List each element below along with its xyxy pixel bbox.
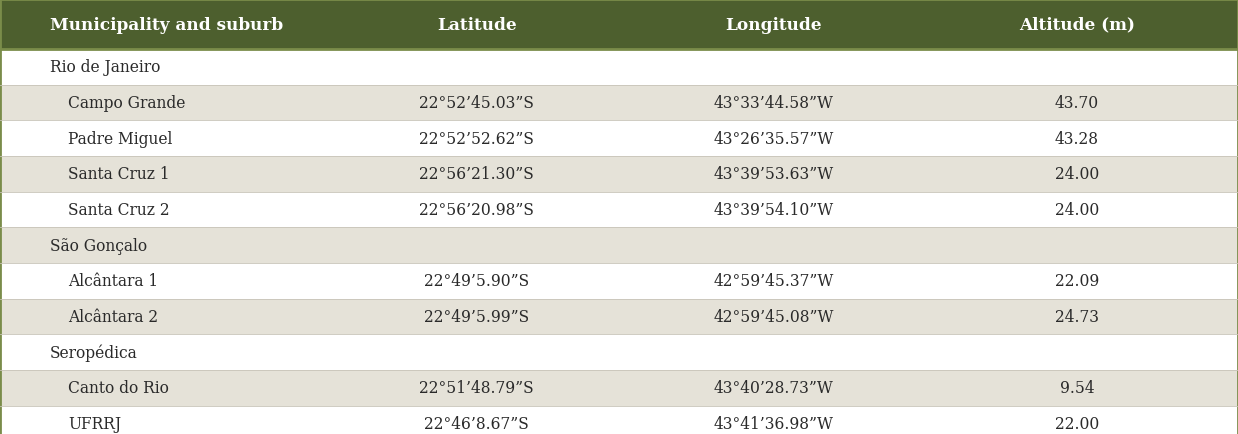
Text: 22.09: 22.09 [1055, 273, 1099, 290]
Text: Padre Miguel: Padre Miguel [68, 130, 172, 148]
Text: 42°59’45.08”W: 42°59’45.08”W [713, 308, 834, 326]
Bar [0, 50, 1238, 85]
Text: Municipality and suburb: Municipality and suburb [50, 16, 282, 33]
Text: 43.28: 43.28 [1055, 130, 1099, 148]
Text: Alcântara 2: Alcântara 2 [68, 308, 158, 326]
Text: Rio de Janeiro: Rio de Janeiro [50, 59, 160, 76]
Text: Altitude (m): Altitude (m) [1019, 16, 1135, 33]
Text: São Gonçalo: São Gonçalo [50, 237, 146, 254]
Text: 22°52’52.62”S: 22°52’52.62”S [420, 130, 534, 148]
Text: 22°46’8.67”S: 22°46’8.67”S [425, 415, 529, 432]
Bar [0, 0, 1238, 50]
Text: Santa Cruz 1: Santa Cruz 1 [68, 166, 170, 183]
Text: 22°52’45.03”S: 22°52’45.03”S [420, 95, 534, 112]
Bar [0, 299, 1238, 335]
Text: 9.54: 9.54 [1060, 379, 1094, 397]
Text: Santa Cruz 2: Santa Cruz 2 [68, 201, 170, 219]
Text: 43°40’28.73”W: 43°40’28.73”W [714, 379, 833, 397]
Text: 22°56’20.98”S: 22°56’20.98”S [420, 201, 534, 219]
Text: 24.00: 24.00 [1055, 201, 1099, 219]
Bar [0, 192, 1238, 228]
Bar [0, 228, 1238, 263]
Text: Seropédica: Seropédica [50, 344, 137, 361]
Text: 43°26’35.57”W: 43°26’35.57”W [713, 130, 834, 148]
Bar [0, 263, 1238, 299]
Text: 43.70: 43.70 [1055, 95, 1099, 112]
Text: 22.00: 22.00 [1055, 415, 1099, 432]
Text: Canto do Rio: Canto do Rio [68, 379, 168, 397]
Bar [0, 370, 1238, 406]
Bar [0, 335, 1238, 370]
Text: 22°56’21.30”S: 22°56’21.30”S [420, 166, 534, 183]
Text: 43°33’44.58”W: 43°33’44.58”W [714, 95, 833, 112]
Text: Longitude: Longitude [725, 16, 822, 33]
Text: Campo Grande: Campo Grande [68, 95, 186, 112]
Bar [0, 85, 1238, 121]
Text: 43°39’54.10”W: 43°39’54.10”W [713, 201, 834, 219]
Text: 42°59’45.37”W: 42°59’45.37”W [713, 273, 834, 290]
Bar [0, 406, 1238, 434]
Text: UFRRJ: UFRRJ [68, 415, 121, 432]
Text: Alcântara 1: Alcântara 1 [68, 273, 158, 290]
Text: 24.00: 24.00 [1055, 166, 1099, 183]
Text: 22°51’48.79”S: 22°51’48.79”S [420, 379, 534, 397]
Text: 43°39’53.63”W: 43°39’53.63”W [713, 166, 834, 183]
Bar [0, 157, 1238, 192]
Text: Latitude: Latitude [437, 16, 516, 33]
Bar [0, 121, 1238, 157]
Text: 43°41’36.98”W: 43°41’36.98”W [714, 415, 833, 432]
Text: 24.73: 24.73 [1055, 308, 1099, 326]
Text: 22°49’5.99”S: 22°49’5.99”S [425, 308, 529, 326]
Text: 22°49’5.90”S: 22°49’5.90”S [425, 273, 529, 290]
